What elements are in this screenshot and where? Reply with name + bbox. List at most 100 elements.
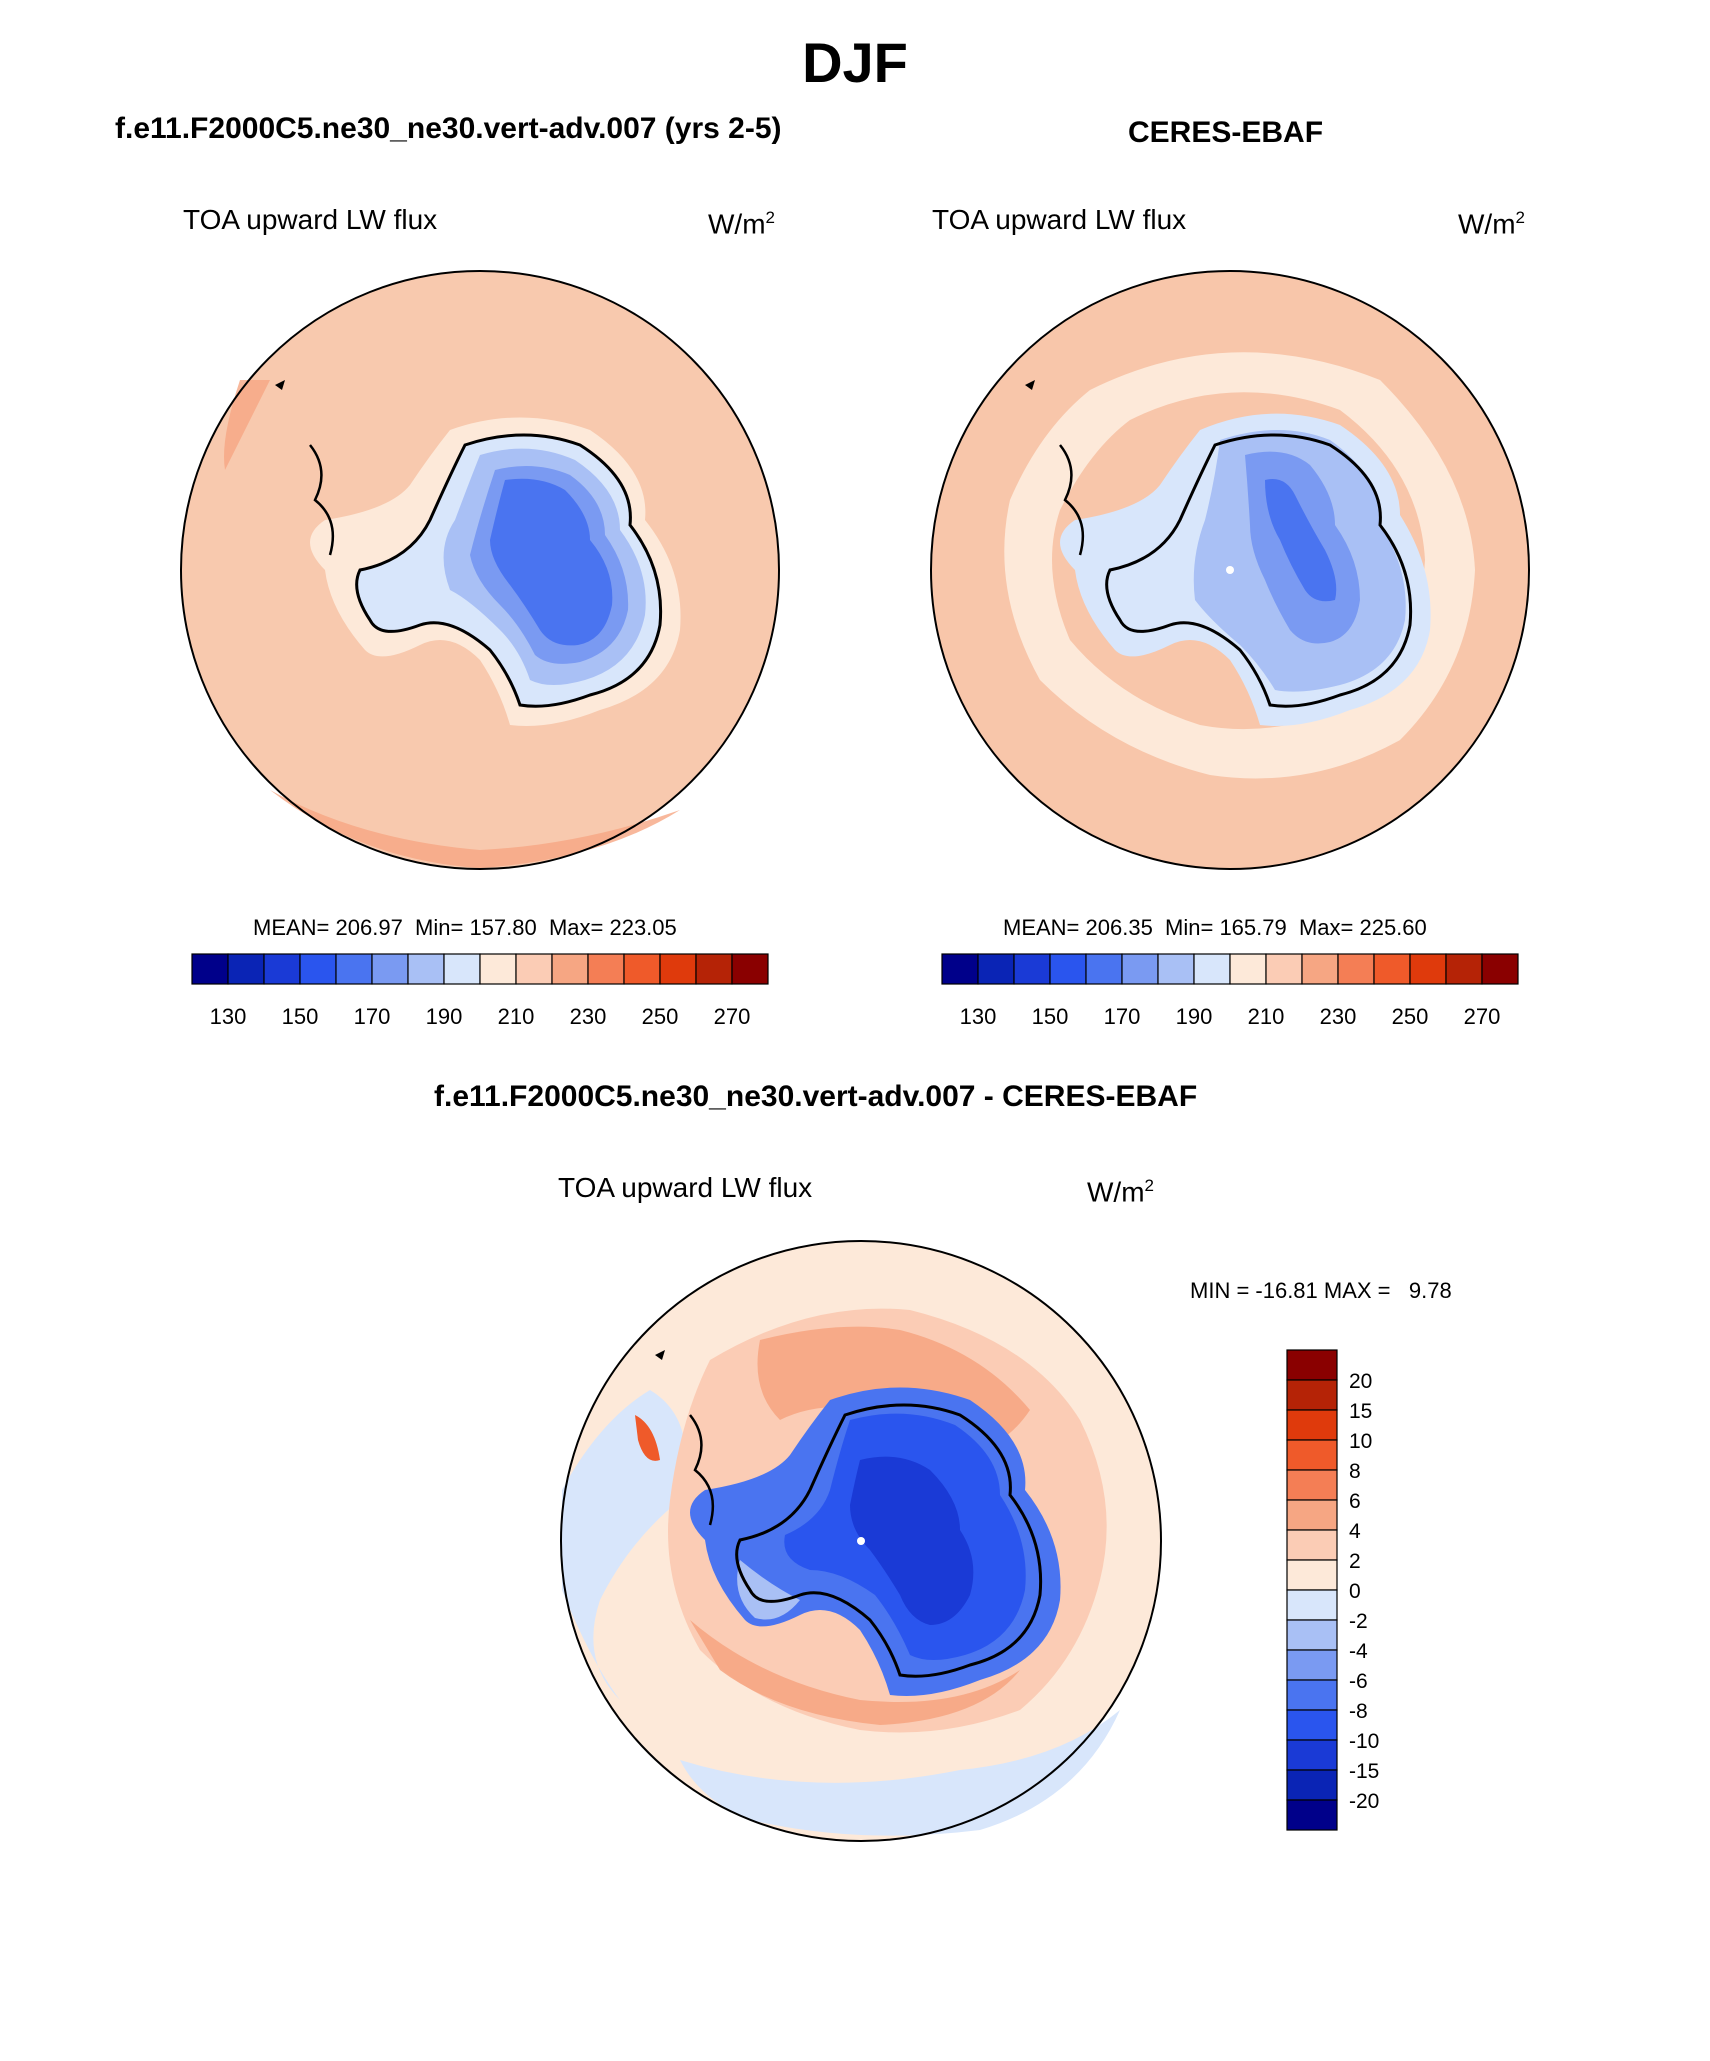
model-colorbar-box [335,953,373,985]
obs-peninsula-coast [1059,444,1085,556]
model-peninsula-coast [309,444,335,556]
obs-colorbar-box [1409,953,1447,985]
diff-map-border [560,1240,1162,1842]
obs-colorbar-box [1229,953,1267,985]
diff-band-minus-4 [737,1560,800,1620]
model-panel-title: f.e11.F2000C5.ne30_ne30.vert-adv.007 (yr… [115,112,782,145]
diff-band-6-south [690,1620,1020,1725]
diff-island [655,1350,665,1360]
obs-colorbar-box [1013,953,1051,985]
model-antarctica [275,380,681,726]
model-colorbar-labels: 130 150 170 190 210 230 250 270 [210,1004,751,1029]
model-colorbar-tick-label: 230 [570,1004,607,1029]
obs-stats: MEAN= 206.35 Min= 165.79 Max= 225.60 [1003,915,1427,940]
diff-colorbar-tick-label: -20 [1349,1790,1379,1813]
diff-cool-south [680,1710,1120,1836]
model-colorbar-box [407,953,445,985]
obs-colorbar-tick-label: 250 [1392,1004,1429,1029]
model-coastline [355,433,663,708]
obs-island [1025,380,1035,390]
obs-coastline [1105,433,1413,708]
model-variable-label: TOA upward LW flux [183,204,438,235]
diff-colorbar-tick-label: -2 [1349,1610,1368,1633]
diff-variable-label: TOA upward LW flux [558,1172,813,1203]
model-colorbar-box [443,953,481,985]
model-map-border [180,270,780,870]
model-band-150 [490,478,613,646]
diff-colorbar-tick-label: -4 [1349,1640,1368,1663]
model-colorbar-box [551,953,589,985]
model-units-label: W/m2 [708,208,775,240]
diff-coastline [735,1403,1043,1678]
diff-colorbar-box [1286,1769,1338,1801]
obs-units-label: W/m2 [1458,208,1525,240]
model-colorbar-box [191,953,229,985]
diff-colorbar-tick-label: 20 [1349,1370,1372,1393]
diff-band-minus-15 [850,1456,974,1625]
obs-antarctica [1025,380,1431,726]
diff-colorbar-tick-label: 0 [1349,1580,1361,1603]
model-colorbar-box [731,953,769,985]
obs-panel-title: CERES-EBAF [1128,116,1324,149]
diff-colorbar-box [1286,1559,1338,1591]
obs-band-150 [1265,479,1337,602]
diff-colorbar-box [1286,1799,1338,1831]
diff-colorbar-box [1286,1619,1338,1651]
diff-stats: MIN = -16.81 MAX = 9.78 [1190,1278,1452,1303]
diff-colorbar-box [1286,1379,1338,1411]
obs-colorbar-tick-label: 130 [960,1004,997,1029]
obs-colorbar-box [1157,953,1195,985]
obs-colorbar-boxes [941,953,1519,985]
obs-colorbar-box [1049,953,1087,985]
diff-colorbar-tick-label: -15 [1349,1760,1379,1783]
model-colorbar-box [515,953,553,985]
obs-colorbar-tick-label: 210 [1248,1004,1285,1029]
model-colorbar: 130 150 170 190 210 230 250 270 [191,953,769,1029]
diff-colorbar-tick-label: -6 [1349,1670,1368,1693]
obs-colorbar-labels: 130 150 170 190 210 230 250 270 [960,1004,1501,1029]
model-colorbar-tick-label: 130 [210,1004,247,1029]
obs-polar-map [930,270,1530,870]
diff-colorbar-tick-label: -10 [1349,1730,1379,1753]
diff-colorbar-boxes [1286,1349,1338,1831]
diff-colorbar-box [1286,1739,1338,1771]
diff-units-label: W/m2 [1087,1176,1154,1208]
model-colorbar-box [695,953,733,985]
model-ocean-warm-band [270,790,680,868]
obs-colorbar-box [1301,953,1339,985]
diff-colorbar-box [1286,1409,1338,1441]
obs-colorbar-tick-label: 190 [1176,1004,1213,1029]
diff-colorbar-box [1286,1499,1338,1531]
obs-colorbar-box [977,953,1015,985]
diff-peninsula-coast [689,1414,715,1526]
obs-colorbar-tick-label: 150 [1032,1004,1069,1029]
model-colorbar-boxes [191,953,769,985]
obs-colorbar-box [941,953,979,985]
model-island [275,380,285,390]
diff-colorbar-box [1286,1439,1338,1471]
model-colorbar-tick-label: 250 [642,1004,679,1029]
diff-antarctica [655,1350,1061,1696]
model-colorbar-tick-label: 210 [498,1004,535,1029]
model-colorbar-box [587,953,625,985]
diff-colorbar-box [1286,1529,1338,1561]
obs-colorbar-box [1445,953,1483,985]
obs-colorbar: 130 150 170 190 210 230 250 270 [941,953,1519,1029]
diff-colorbar-tick-label: 6 [1349,1490,1361,1513]
obs-variable-label: TOA upward LW flux [932,204,1187,235]
model-stats: MEAN= 206.97 Min= 157.80 Max= 223.05 [253,915,677,940]
diff-colorbar-box [1286,1469,1338,1501]
diff-cool-west [562,1390,686,1700]
obs-colorbar-box [1121,953,1159,985]
model-colorbar-box [623,953,661,985]
model-polar-map [180,270,780,870]
obs-colorbar-box [1481,953,1519,985]
diff-panel-title: f.e11.F2000C5.ne30_ne30.vert-adv.007 - C… [434,1080,1198,1113]
diff-colorbar-tick-label: 15 [1349,1400,1372,1423]
model-colorbar-tick-label: 270 [714,1004,751,1029]
model-colorbar-box [371,953,409,985]
diff-colorbar-box [1286,1349,1338,1381]
diff-colorbar-box [1286,1709,1338,1741]
